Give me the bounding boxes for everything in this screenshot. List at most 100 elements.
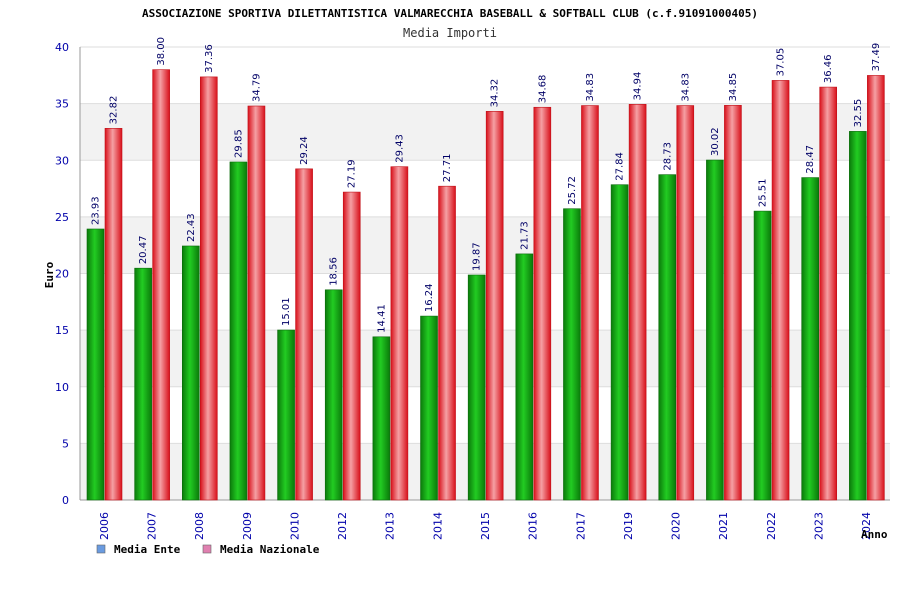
y-tick-labels: 0 5 10 15 20 25 30 35 40 [55, 41, 69, 507]
y-tick-label: 40 [55, 41, 69, 54]
data-label: 18.56 [329, 257, 340, 286]
y-tick-label: 5 [62, 437, 69, 450]
bar-nazionale [390, 166, 409, 501]
bar-nazionale [533, 106, 552, 501]
bar-nazionale [104, 128, 123, 501]
x-tick-label: 2007 [145, 512, 158, 540]
data-label: 27.84 [615, 152, 626, 181]
bar-ente [849, 131, 867, 501]
bar-ente [753, 210, 772, 501]
data-label: 29.85 [233, 129, 244, 158]
bar-ente [229, 161, 248, 501]
data-label: 32.82 [109, 96, 120, 125]
data-label: 22.43 [186, 213, 197, 242]
bar-ente [324, 289, 343, 501]
data-label: 23.93 [91, 196, 102, 225]
x-tick-label: 2023 [813, 512, 826, 540]
data-label: 27.71 [442, 154, 453, 183]
bar-nazionale [819, 86, 838, 501]
data-label: 29.24 [299, 136, 310, 165]
legend-label: Media Nazionale [220, 543, 320, 556]
x-tick-labels: 2006 2007 2008 2009 2010 2012 2013 2014 2015 2016… [98, 512, 873, 540]
bar-nazionale [438, 185, 456, 501]
y-tick-label: 25 [55, 211, 69, 224]
bar-ente [658, 174, 677, 501]
data-label: 19.87 [472, 242, 483, 271]
data-label: 34.83 [585, 73, 596, 102]
bar-ente [563, 208, 581, 501]
y-tick-label: 0 [62, 494, 69, 507]
bar-ente [801, 177, 820, 501]
bar-nazionale [581, 105, 599, 501]
data-label: 34.85 [728, 73, 739, 102]
bar-ente [181, 245, 200, 501]
data-label: 34.79 [251, 73, 262, 102]
y-tick-label: 20 [55, 268, 69, 281]
bar-nazionale [628, 104, 647, 501]
bar-nazionale [295, 168, 313, 501]
data-label: 27.19 [347, 159, 358, 188]
data-label: 38.00 [156, 37, 167, 66]
x-tick-label: 2015 [479, 512, 492, 540]
legend: Media Ente Media Nazionale [96, 543, 320, 556]
data-label: 15.01 [281, 297, 292, 326]
bar-nazionale [247, 105, 266, 501]
bar-nazionale [867, 75, 885, 501]
x-tick-label: 2010 [288, 512, 301, 540]
x-axis-label: Anno [861, 528, 888, 541]
data-label: 16.24 [424, 283, 435, 312]
bar-ente [86, 228, 105, 501]
bar-nazionale [724, 105, 742, 501]
data-label: 37.36 [204, 44, 215, 73]
x-tick-label: 2020 [670, 512, 683, 540]
bar-ente [515, 253, 534, 501]
data-label: 37.05 [776, 48, 787, 77]
bar-nazionale [771, 80, 790, 501]
x-tick-label: 2017 [574, 512, 587, 540]
bar-nazionale [199, 76, 218, 501]
y-tick-label: 30 [55, 154, 69, 167]
bar-ente [467, 274, 486, 501]
data-label: 25.72 [567, 176, 578, 205]
legend-swatch [96, 544, 106, 554]
y-tick-label: 10 [55, 381, 69, 394]
x-tick-label: 2014 [431, 512, 444, 540]
bar-nazionale [342, 191, 361, 501]
bar-ente [610, 184, 629, 501]
y-tick-label: 15 [55, 324, 69, 337]
bar-ente [420, 315, 438, 501]
chart-title: ASSOCIAZIONE SPORTIVA DILETTANTISTICA VA… [142, 7, 758, 20]
bar-ente [706, 159, 724, 501]
data-label: 34.94 [633, 72, 644, 101]
data-label: 32.55 [853, 99, 864, 128]
data-label: 28.47 [805, 145, 816, 174]
x-tick-label: 2006 [98, 512, 111, 540]
bar-nazionale [485, 111, 504, 501]
data-label: 20.47 [138, 236, 149, 265]
data-label: 29.43 [394, 134, 405, 163]
data-label: 30.02 [710, 127, 721, 156]
data-label: 28.73 [662, 142, 673, 171]
data-label: 34.83 [680, 73, 691, 102]
data-label: 25.51 [758, 178, 769, 207]
x-tick-label: 2016 [527, 512, 540, 540]
x-tick-label: 2019 [622, 512, 635, 540]
bar-ente [372, 336, 391, 501]
x-tick-label: 2024 [860, 512, 873, 540]
x-tick-label: 2022 [765, 512, 778, 540]
bar-ente [134, 267, 152, 501]
x-tick-label: 2021 [717, 512, 730, 540]
x-tick-label: 2008 [193, 512, 206, 540]
data-label: 34.32 [490, 79, 501, 108]
data-label: 21.73 [519, 221, 530, 250]
bar-ente [277, 329, 295, 501]
data-label: 37.49 [871, 43, 882, 72]
bar-nazionale [676, 105, 695, 501]
legend-label: Media Ente [114, 543, 181, 556]
data-label: 14.41 [376, 304, 387, 333]
x-tick-label: 2013 [384, 512, 397, 540]
x-tick-label: 2009 [241, 512, 254, 540]
x-tick-label: 2012 [336, 512, 349, 540]
legend-swatch [202, 544, 212, 554]
